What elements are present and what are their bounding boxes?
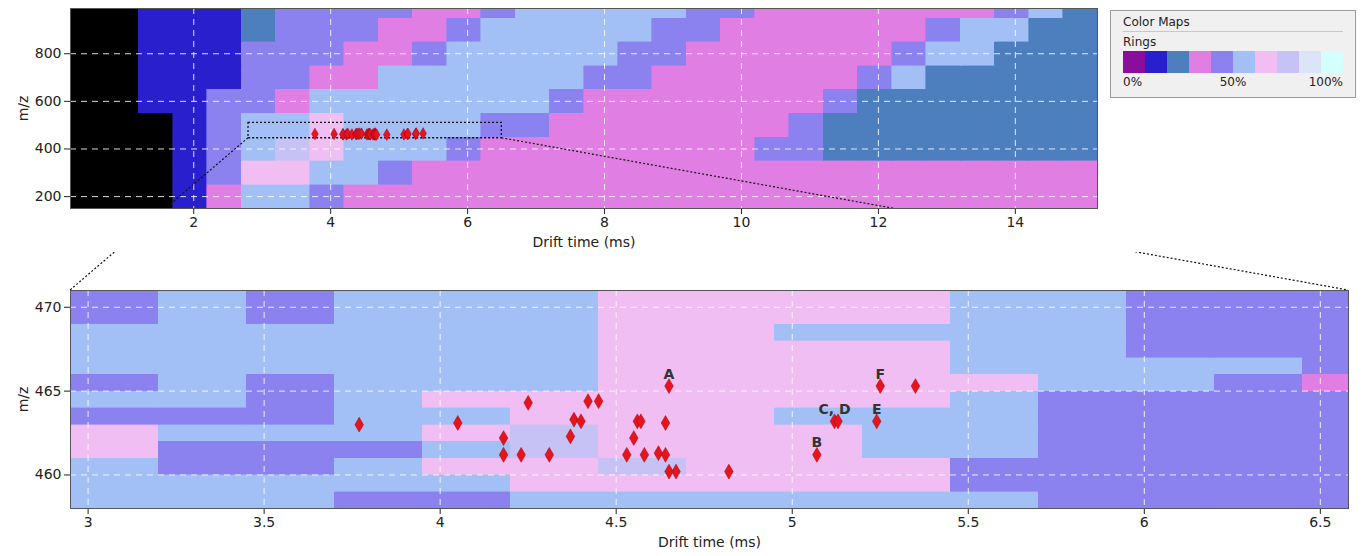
- svg-text:m/z: m/z: [15, 96, 31, 122]
- svg-text:10: 10: [733, 214, 751, 230]
- svg-text:12: 12: [869, 214, 887, 230]
- svg-text:3: 3: [84, 514, 93, 530]
- svg-text:m/z: m/z: [15, 387, 31, 413]
- svg-text:6: 6: [1140, 514, 1149, 530]
- svg-text:4: 4: [326, 214, 335, 230]
- svg-text:5.5: 5.5: [957, 514, 979, 530]
- svg-text:8: 8: [600, 214, 609, 230]
- svg-text:B: B: [812, 434, 823, 450]
- svg-text:6.5: 6.5: [1309, 514, 1331, 530]
- svg-text:3.5: 3.5: [253, 514, 275, 530]
- svg-text:465: 465: [35, 383, 62, 399]
- svg-text:Drift time (ms): Drift time (ms): [658, 534, 761, 550]
- svg-text:6: 6: [463, 214, 472, 230]
- svg-text:14: 14: [1006, 214, 1024, 230]
- html-text:100%: 100%: [1308, 75, 1343, 89]
- svg-text:4: 4: [436, 514, 445, 530]
- svg-text:200: 200: [35, 188, 62, 204]
- svg-text:600: 600: [35, 93, 62, 109]
- svg-text:2: 2: [189, 214, 198, 230]
- html-text:0%: 0%: [1123, 75, 1142, 89]
- html-text:Color Maps: Color Maps: [1123, 15, 1190, 29]
- svg-text:Drift time (ms): Drift time (ms): [533, 234, 636, 250]
- svg-text:4.5: 4.5: [605, 514, 627, 530]
- html-text:50%: 50%: [1219, 75, 1247, 89]
- svg-text:A: A: [664, 366, 675, 382]
- svg-text:F: F: [875, 366, 885, 382]
- svg-text:460: 460: [35, 466, 62, 482]
- svg-text:5: 5: [788, 514, 797, 530]
- svg-text:C, D: C, D: [818, 401, 850, 417]
- svg-text:470: 470: [35, 299, 62, 315]
- svg-text:800: 800: [35, 45, 62, 61]
- svg-text:400: 400: [35, 140, 62, 156]
- html-text:Rings: Rings: [1123, 35, 1157, 49]
- svg-text:E: E: [872, 401, 882, 417]
